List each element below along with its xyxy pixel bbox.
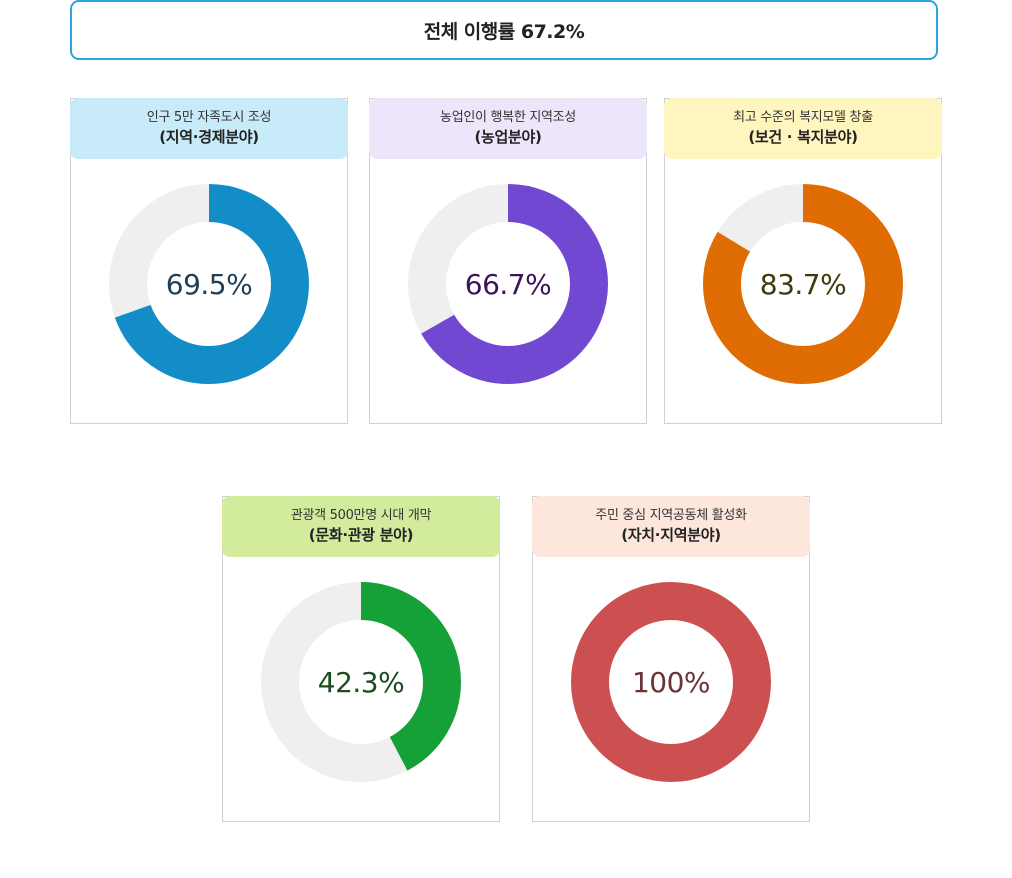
card-header: 인구 5만 자족도시 조성 (지역·경제분야) [70, 98, 348, 159]
chart-card-region-economy: 인구 5만 자족도시 조성 (지역·경제분야) 69.5% [70, 98, 348, 424]
overall-rate-label: 전체 이행률 67.2% [423, 20, 585, 43]
card-subtitle: 인구 5만 자족도시 조성 [146, 110, 272, 125]
overall-rate-banner: 전체 이행률 67.2% [70, 0, 938, 60]
card-title: (문화·관광 분야) [308, 526, 414, 544]
chart-card-autonomy-community: 주민 중심 지역공동체 활성화 (자치·지역분야) 100% [532, 496, 810, 822]
card-subtitle: 농업인이 행복한 지역조성 [440, 110, 576, 125]
card-header: 농업인이 행복한 지역조성 (농업분야) [369, 98, 647, 159]
donut-value-arc [408, 184, 608, 384]
donut-percent-label: 69.5% [165, 267, 253, 301]
donut-chart [703, 184, 903, 384]
card-header: 주민 중심 지역공동체 활성화 (자치·지역분야) [532, 496, 810, 557]
donut-chart [408, 184, 608, 384]
donut-chart [109, 184, 309, 384]
card-subtitle: 주민 중심 지역공동체 활성화 [595, 508, 747, 523]
donut-chart [261, 582, 461, 782]
donut-percent-label: 42.3% [317, 665, 405, 699]
donut-percent-label: 66.7% [464, 267, 552, 301]
donut-value-arc [261, 582, 461, 782]
card-title: (지역·경제분야) [159, 128, 259, 146]
card-header: 관광객 500만명 시대 개막 (문화·관광 분야) [222, 496, 500, 557]
card-title: (보건 · 복지분야) [748, 128, 858, 146]
chart-card-agriculture: 농업인이 행복한 지역조성 (농업분야) 66.7% [369, 98, 647, 424]
donut-percent-label: 83.7% [759, 267, 847, 301]
card-header: 최고 수준의 복지모델 창출 (보건 · 복지분야) [664, 98, 942, 159]
card-title: (농업분야) [474, 128, 542, 146]
chart-card-health-welfare: 최고 수준의 복지모델 창출 (보건 · 복지분야) 83.7% [664, 98, 942, 424]
donut-value-arc [109, 184, 309, 384]
donut-value-arc [703, 184, 903, 384]
chart-card-culture-tourism: 관광객 500만명 시대 개막 (문화·관광 분야) 42.3% [222, 496, 500, 822]
card-subtitle: 관광객 500만명 시대 개막 [290, 508, 432, 523]
card-subtitle: 최고 수준의 복지모델 창출 [733, 110, 873, 125]
card-title: (자치·지역분야) [621, 526, 721, 544]
donut-percent-label: 100% [631, 665, 711, 699]
donut-value-arc [571, 582, 771, 782]
donut-chart [571, 582, 771, 782]
